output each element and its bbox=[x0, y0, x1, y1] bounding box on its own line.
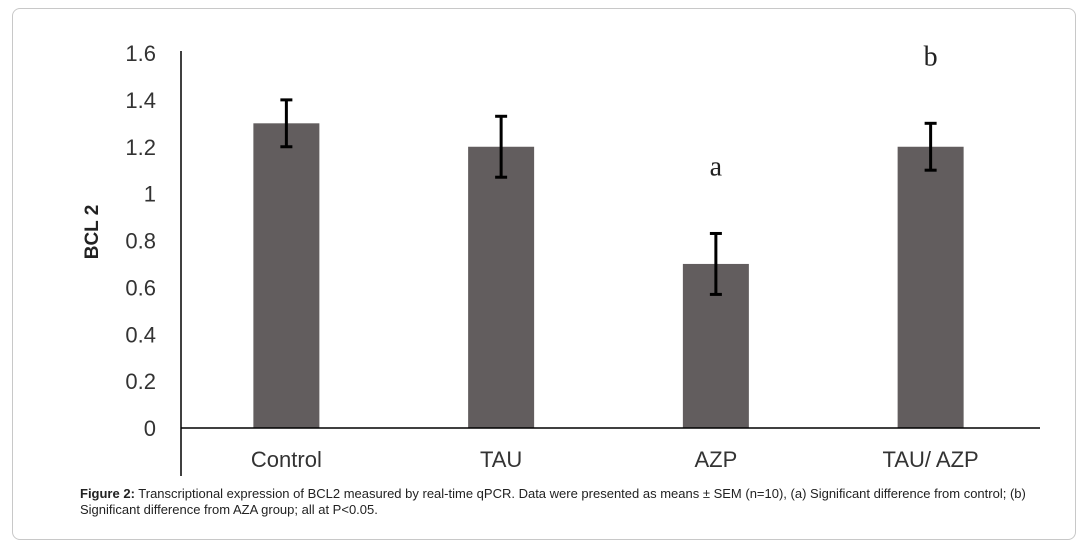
y-tick-label: 0 bbox=[144, 416, 156, 441]
y-tick-label: 0.6 bbox=[125, 275, 156, 300]
x-tick-label: TAU/ AZP bbox=[883, 447, 979, 472]
y-axis-label: BCL 2 bbox=[82, 205, 103, 260]
x-axis: Control TAU AZP TAU/ AZP bbox=[181, 427, 1040, 472]
significance-label: b bbox=[924, 41, 938, 72]
x-tick-label: AZP bbox=[694, 447, 737, 472]
y-tick-label: 0.2 bbox=[125, 369, 156, 394]
y-tick-label: 0.8 bbox=[125, 229, 156, 254]
y-axis: 0 0.2 0.4 0.6 0.8 1 1.2 1.4 1.6 bbox=[125, 41, 182, 476]
caption-text: Transcriptional expression of BCL2 measu… bbox=[80, 486, 1026, 517]
y-tick-label: 1.2 bbox=[125, 135, 156, 160]
caption-label: Figure 2: bbox=[80, 486, 135, 501]
y-tick-label: 1.4 bbox=[125, 88, 156, 113]
bar bbox=[253, 123, 320, 428]
figure-frame bbox=[12, 8, 1076, 540]
y-tick-label: 1 bbox=[144, 182, 156, 207]
bar bbox=[468, 146, 535, 428]
significance-label: a bbox=[710, 151, 723, 182]
bars: ab bbox=[253, 41, 964, 428]
y-tick-label: 1.6 bbox=[125, 41, 156, 66]
x-tick-label: Control bbox=[251, 447, 322, 472]
y-tick-label: 0.4 bbox=[125, 322, 156, 347]
x-tick-label: TAU bbox=[480, 447, 522, 472]
bar bbox=[897, 146, 964, 428]
figure-caption: Figure 2: Transcriptional expression of … bbox=[80, 486, 1075, 518]
